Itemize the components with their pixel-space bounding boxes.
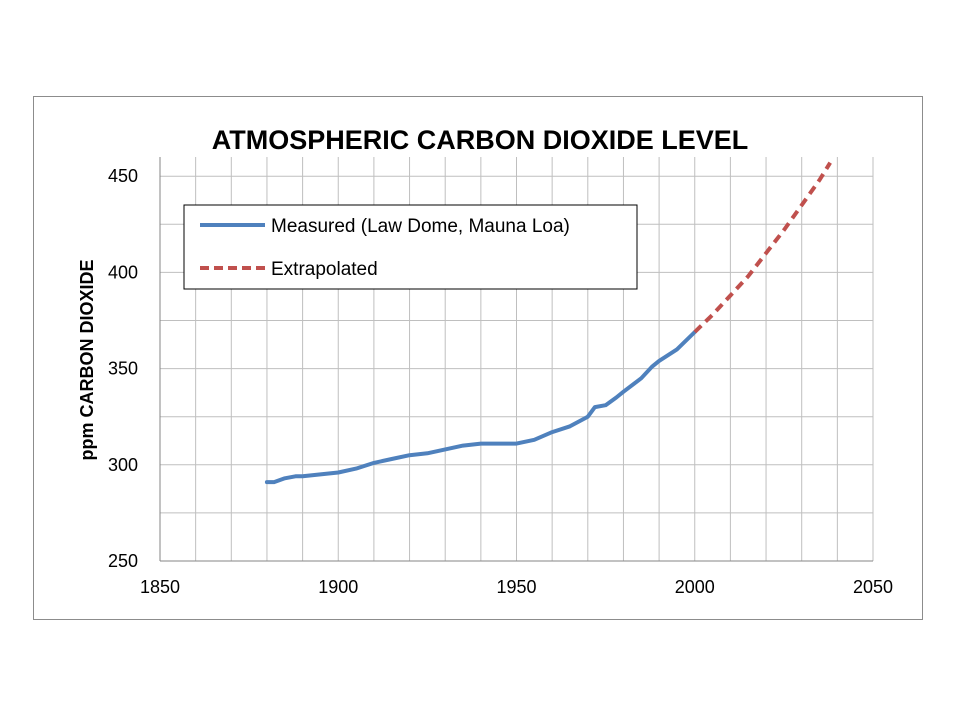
y-tick-label: 250	[108, 551, 138, 571]
x-tick-label: 1850	[140, 577, 180, 597]
tick-layer: 1850 1900 1950 2000 2050 250 300 350 400 450	[108, 166, 893, 597]
series-line-extrapolated	[693, 161, 832, 334]
x-tick-label: 1950	[496, 577, 536, 597]
legend-label-extrapolated: Extrapolated	[271, 259, 378, 280]
y-tick-label: 450	[108, 166, 138, 186]
legend: Measured (Law Dome, Mauna Loa) Extrapola…	[183, 204, 638, 290]
y-tick-label: 300	[108, 455, 138, 475]
legend-box	[183, 204, 638, 290]
x-tick-label: 1900	[318, 577, 358, 597]
chart-frame	[33, 96, 923, 620]
x-tick-label: 2050	[853, 577, 893, 597]
y-axis-label: ppm CARBON DIOXIDE	[77, 259, 97, 460]
series-line-measured	[264, 330, 697, 485]
legend-label-measured: Measured (Law Dome, Mauna Loa)	[271, 216, 570, 237]
chart-title: ATMOSPHERIC CARBON DIOXIDE LEVEL	[212, 125, 749, 155]
series-layer	[264, 161, 832, 485]
x-tick-label: 2000	[675, 577, 715, 597]
y-tick-label: 350	[108, 359, 138, 379]
y-tick-label: 400	[108, 262, 138, 282]
